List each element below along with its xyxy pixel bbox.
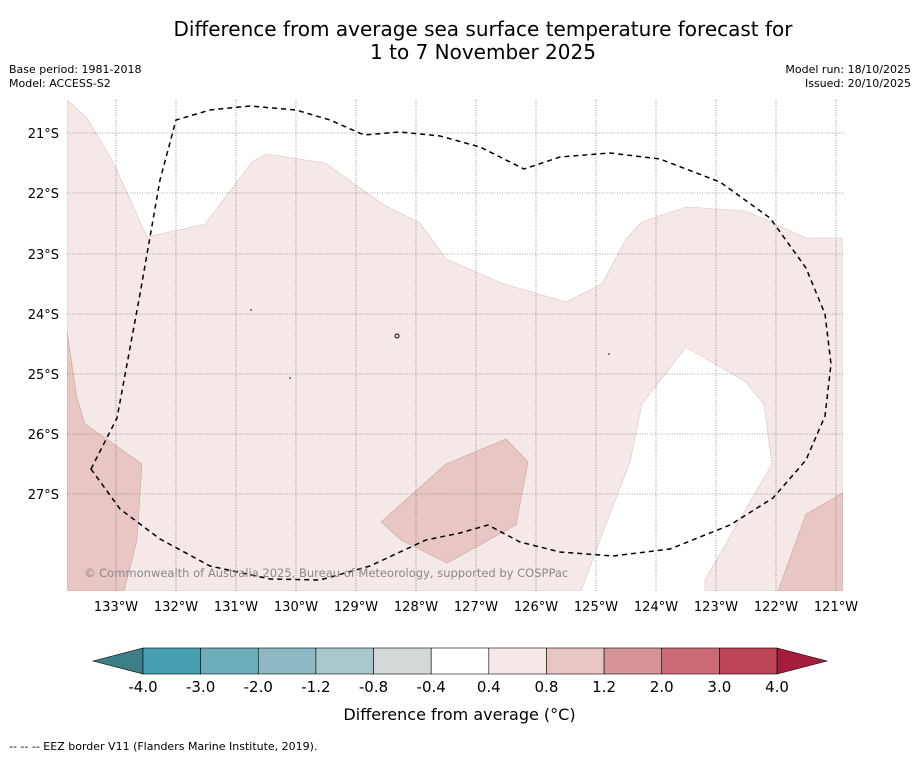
colorbar-high-extension <box>776 647 829 675</box>
colorbar-segment <box>142 647 201 675</box>
meta-left: Base period: 1981-2018 Model: ACCESS-S2 <box>9 63 141 91</box>
colorbar: -4.0 -3.0 -2.0 -1.2 -0.8 -0.4 0.4 0.8 1.2 2.0 3.0 4… <box>91 647 829 696</box>
lon-label: 124°W <box>634 600 678 615</box>
colorbar-low-extension <box>91 647 144 675</box>
colorbar-tick-label: -1.2 <box>301 678 330 696</box>
colorbar-tick-label: 2.0 <box>650 678 674 696</box>
colorbar-segment <box>315 647 374 675</box>
lon-label: 123°W <box>694 600 738 615</box>
lon-label: 129°W <box>334 600 378 615</box>
lon-label: 125°W <box>574 600 618 615</box>
colorbar-segment <box>546 647 605 675</box>
anomaly-region-0-8-to-1-2-west <box>67 331 143 591</box>
colorbar-segment <box>661 647 720 675</box>
issued-date: Issued: 20/10/2025 <box>804 77 911 90</box>
island-marker <box>250 309 252 311</box>
colorbar-tick-label: 0.4 <box>477 678 501 696</box>
model-name: Model: ACCESS-S2 <box>9 77 111 90</box>
lon-label: 130°W <box>274 600 318 615</box>
colorbar-segment <box>603 647 663 675</box>
map-area: © Commonwealth of Australia 2025, Bureau… <box>67 100 843 591</box>
anomaly-region-0-8-to-1-2-center <box>380 438 529 564</box>
lon-label: 128°W <box>394 600 438 615</box>
lat-label: 23°S <box>28 248 59 263</box>
model-run: Model run: 18/10/2025 <box>785 63 911 76</box>
lon-label: 122°W <box>754 600 798 615</box>
lon-label: 121°W <box>814 600 858 615</box>
island-marker <box>289 377 291 379</box>
colorbar-segment <box>373 647 432 675</box>
island-marker <box>608 353 610 355</box>
gridlines <box>67 100 843 591</box>
eez-border <box>90 105 832 581</box>
map-figure: © Commonwealth of Australia 2025, Bureau… <box>28 100 858 696</box>
colorbar-segments <box>142 647 778 675</box>
colorbar-segment <box>719 647 778 675</box>
base-period: Base period: 1981-2018 <box>9 63 142 76</box>
lon-label: 132°W <box>154 600 198 615</box>
colorbar-tick-label: 4.0 <box>765 678 789 696</box>
lat-label: 22°S <box>28 187 59 202</box>
anomaly-region-0-4-to-0-8 <box>67 100 843 591</box>
lon-label: 126°W <box>514 600 558 615</box>
colorbar-tick-label: -2.0 <box>244 678 273 696</box>
latitude-labels: 21°S 22°S 23°S 24°S 25°S 26°S 27°S <box>28 127 59 503</box>
title-line-1: Difference from average sea surface temp… <box>173 17 793 41</box>
colorbar-tick-label: -4.0 <box>128 678 157 696</box>
colorbar-segment <box>488 647 547 675</box>
meta-right: Model run: 18/10/2025 Issued: 20/10/2025 <box>785 63 911 91</box>
lon-label: 127°W <box>454 600 498 615</box>
lat-label: 21°S <box>28 127 59 142</box>
anomaly-region-0-8-to-1-2-east <box>777 492 843 591</box>
copyright-text: © Commonwealth of Australia 2025, Bureau… <box>84 566 568 580</box>
lat-label: 26°S <box>28 428 59 443</box>
colorbar-ticks: -4.0 -3.0 -2.0 -1.2 -0.8 -0.4 0.4 0.8 1.2 2.0 3.0 4… <box>128 678 789 696</box>
longitude-labels: 133°W 132°W 131°W 130°W 129°W 128°W 127°… <box>94 600 858 615</box>
colorbar-tick-label: -0.4 <box>417 678 446 696</box>
eez-legend-note: -- -- -- EEZ border V11 (Flanders Marine… <box>9 740 318 753</box>
island-marker <box>394 333 400 339</box>
colorbar-tick-label: 1.2 <box>592 678 616 696</box>
lat-label: 27°S <box>28 488 59 503</box>
colorbar-tick-label: -3.0 <box>186 678 215 696</box>
lat-label: 24°S <box>28 308 59 323</box>
title-line-2: 1 to 7 November 2025 <box>370 40 596 64</box>
colorbar-tick-label: 0.8 <box>535 678 559 696</box>
colorbar-label: Difference from average (°C) <box>343 705 576 724</box>
colorbar-segment <box>430 647 490 675</box>
colorbar-segment <box>200 647 259 675</box>
lon-label: 133°W <box>94 600 138 615</box>
lon-label: 131°W <box>214 600 258 615</box>
colorbar-tick-label: -0.8 <box>359 678 388 696</box>
chart-title: Difference from average sea surface temp… <box>0 18 919 64</box>
colorbar-tick-label: 3.0 <box>707 678 731 696</box>
lat-label: 25°S <box>28 368 59 383</box>
colorbar-segment <box>257 647 317 675</box>
